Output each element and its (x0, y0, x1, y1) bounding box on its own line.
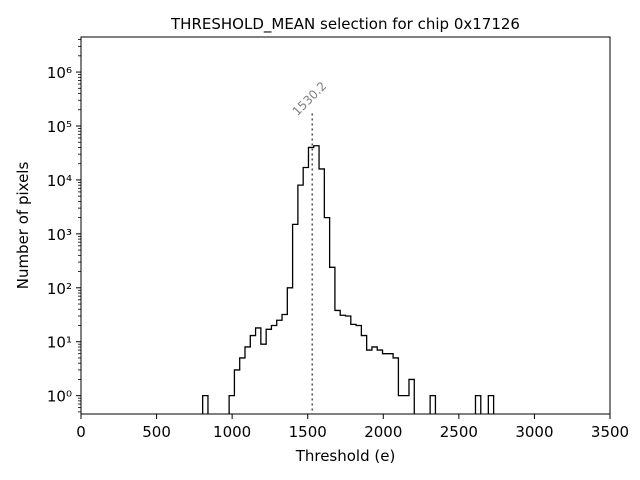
x-axis-ticks: 0 500 1000 1500 2000 2500 3000 3500 (76, 414, 629, 441)
x-axis-label: Threshold (e) (295, 447, 396, 465)
y-tick-label: 10⁶ (47, 64, 72, 82)
y-tick-label: 10² (47, 280, 72, 298)
y-tick-label: 10⁴ (47, 172, 72, 190)
x-tick-label: 1500 (289, 423, 327, 441)
x-tick-label: 500 (142, 423, 171, 441)
x-tick-label: 0 (76, 423, 86, 441)
x-tick-label: 3500 (591, 423, 629, 441)
x-tick-label: 2000 (364, 423, 402, 441)
histogram-step-line (202, 145, 495, 414)
y-tick-label: 10⁵ (47, 118, 72, 136)
y-tick-label: 10¹ (47, 334, 72, 352)
x-tick-label: 1000 (213, 423, 251, 441)
x-tick-label: 2500 (440, 423, 478, 441)
y-axis-ticks: 10⁰ 10¹ 10² 10³ 10⁴ 10⁵ 10⁶ (47, 39, 81, 413)
y-axis-label: Number of pixels (14, 162, 32, 290)
plot-frame (80, 36, 611, 415)
x-tick-label: 3000 (515, 423, 553, 441)
threshold-mean-marker-label: 1530.2 (290, 79, 330, 119)
y-tick-label: 10⁰ (47, 388, 72, 406)
y-tick-label: 10³ (47, 226, 72, 244)
chart-title: THRESHOLD_MEAN selection for chip 0x1712… (170, 15, 520, 34)
